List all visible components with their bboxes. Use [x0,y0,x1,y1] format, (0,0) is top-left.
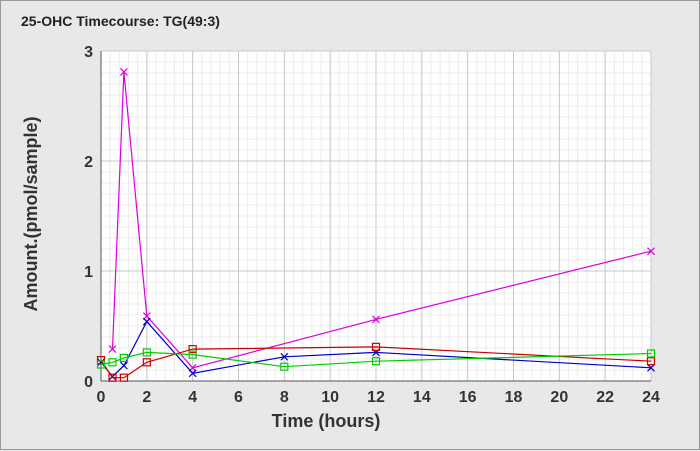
series-2-point [646,357,656,366]
series-2-point [371,342,381,351]
series-3-point [646,349,656,358]
series-3-line [100,351,652,368]
series-1-point [142,317,151,326]
series-2-point [142,358,151,367]
x-tick-label: 20 [550,389,568,406]
series-2-point [96,356,106,365]
x-tick-label: 6 [234,389,243,406]
series-3-point [96,360,106,369]
x-tick-label: 0 [97,389,106,406]
x-tick-label: 24 [642,389,660,406]
x-tick-label: 10 [321,389,339,406]
series-3-point [371,357,381,366]
chart-title: 25-OHC Timecourse: TG(49:3) [21,13,220,29]
x-tick-label: 18 [505,389,523,406]
series-3-point [142,348,151,357]
series-3-point [108,358,117,367]
x-tick-label: 12 [367,389,385,406]
x-tick-label: 14 [413,389,431,406]
x-tick-label: 2 [142,389,151,406]
series-1-point [647,363,655,372]
series-2-point [108,373,117,382]
major-grid [100,50,652,382]
series-3-point [119,353,129,362]
x-axis-label: Time (hours) [272,411,381,431]
series-1-point [280,352,289,361]
series-2-line [100,346,652,379]
series-1-point [188,369,197,378]
series-0-point [108,345,117,354]
series-0-point [372,315,380,324]
series-2-point [119,373,129,382]
y-tick-label: 1 [84,264,93,281]
x-tick-label: 22 [596,389,614,406]
y-tick-label: 3 [84,44,93,61]
x-tick-label: 4 [188,389,197,406]
series-2-point [188,345,197,354]
y-axis-label: Amount.(pmol/sample) [21,116,41,311]
series-1-point [119,361,128,370]
x-tick-label: 16 [459,389,477,406]
y-tick-label: 0 [84,374,93,391]
series-0-point [647,247,655,256]
x-tick-label: 8 [280,389,289,406]
y-tick-label: 2 [84,154,93,171]
series-0-line [111,71,652,369]
series-0-point [119,67,128,76]
series-3-point [280,362,289,371]
series-3-point [188,350,197,359]
